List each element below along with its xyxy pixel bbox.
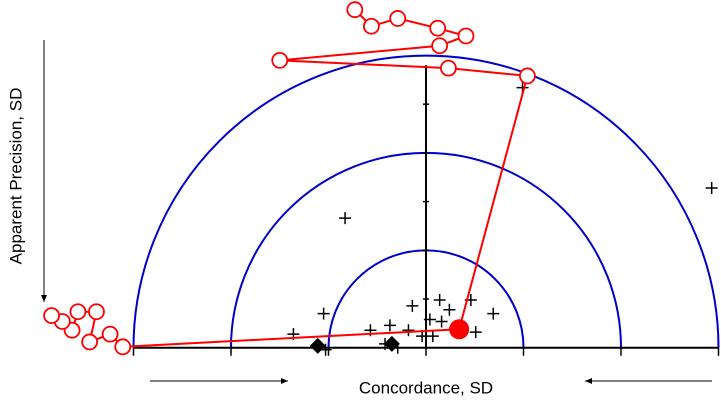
open-circle-marker [114,338,132,356]
x-axis-label: Concordance, SD [359,378,493,397]
plus-marker [433,294,446,307]
diamond-marker [309,337,326,354]
open-circle-marker [440,59,457,77]
plus-marker [383,319,396,332]
open-circle-marker [101,325,119,343]
open-circle-marker [429,19,447,37]
plus-marker [402,324,415,337]
plus-marker [406,299,419,312]
diamond-marker [383,335,400,352]
open-circle-marker [457,27,475,45]
open-circle-marker [346,1,364,19]
dot-marker [449,319,470,340]
open-circle-marker [43,307,60,325]
plus-marker [487,307,500,320]
y-axis-label: Apparent Precision, SD [6,88,25,265]
plus-marker [339,212,352,225]
open-circle-marker [271,51,289,69]
trajectory-line [279,8,529,330]
plus-marker [423,313,436,326]
open-circle-marker [389,10,407,27]
plus-marker [435,315,448,328]
plus-marker [317,307,330,320]
open-circle-marker [431,37,449,55]
open-circle-marker [81,333,99,351]
open-circle-marker [519,67,536,85]
plus-marker [443,303,456,316]
plus-marker [469,326,482,339]
open-circle-marker [362,17,380,35]
plus-marker [426,330,439,343]
plus-marker [705,181,718,194]
reference-arc [132,54,720,348]
open-circle-marker [69,303,87,321]
open-circle-marker [88,303,105,321]
